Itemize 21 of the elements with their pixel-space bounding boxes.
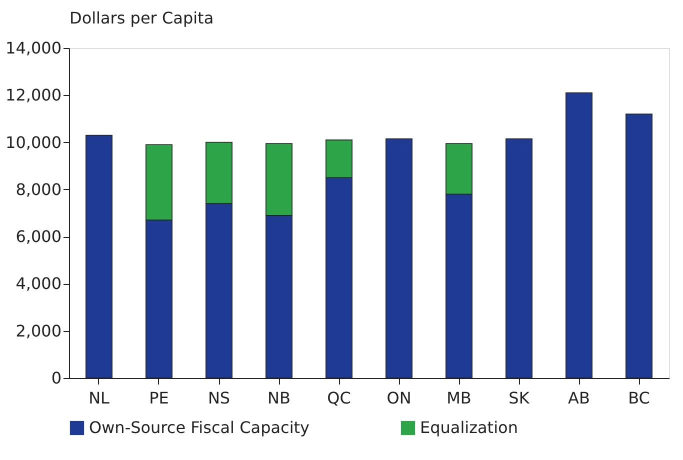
x-tick-label: BC <box>628 388 650 408</box>
x-tick-label: PE <box>149 388 169 408</box>
x-tick-label: SK <box>508 388 530 408</box>
x-tick-label: MB <box>446 388 472 408</box>
x-tick-label: ON <box>386 388 412 408</box>
x-tick-label: QC <box>327 388 351 408</box>
x-tick-label: NB <box>268 388 290 408</box>
y-tick-label: 6,000 <box>16 227 62 246</box>
y-tick-label: 2,000 <box>16 321 62 340</box>
y-tick-label: 8,000 <box>16 180 62 199</box>
y-tick-label: 14,000 <box>6 38 62 58</box>
legend-label: Own-Source Fiscal Capacity <box>89 418 310 437</box>
x-tick-label: NL <box>88 388 110 408</box>
y-tick-label: 0 <box>51 368 62 388</box>
legend-label: Equalization <box>420 418 518 437</box>
y-tick-label: 4,000 <box>16 274 62 294</box>
x-tick-label: AB <box>568 388 590 408</box>
x-tick-label: NS <box>208 388 230 408</box>
y-axis-title: Dollars per Capita <box>70 8 214 28</box>
y-tick-label: 12,000 <box>6 86 62 105</box>
y-tick-label: 10,000 <box>6 132 62 152</box>
